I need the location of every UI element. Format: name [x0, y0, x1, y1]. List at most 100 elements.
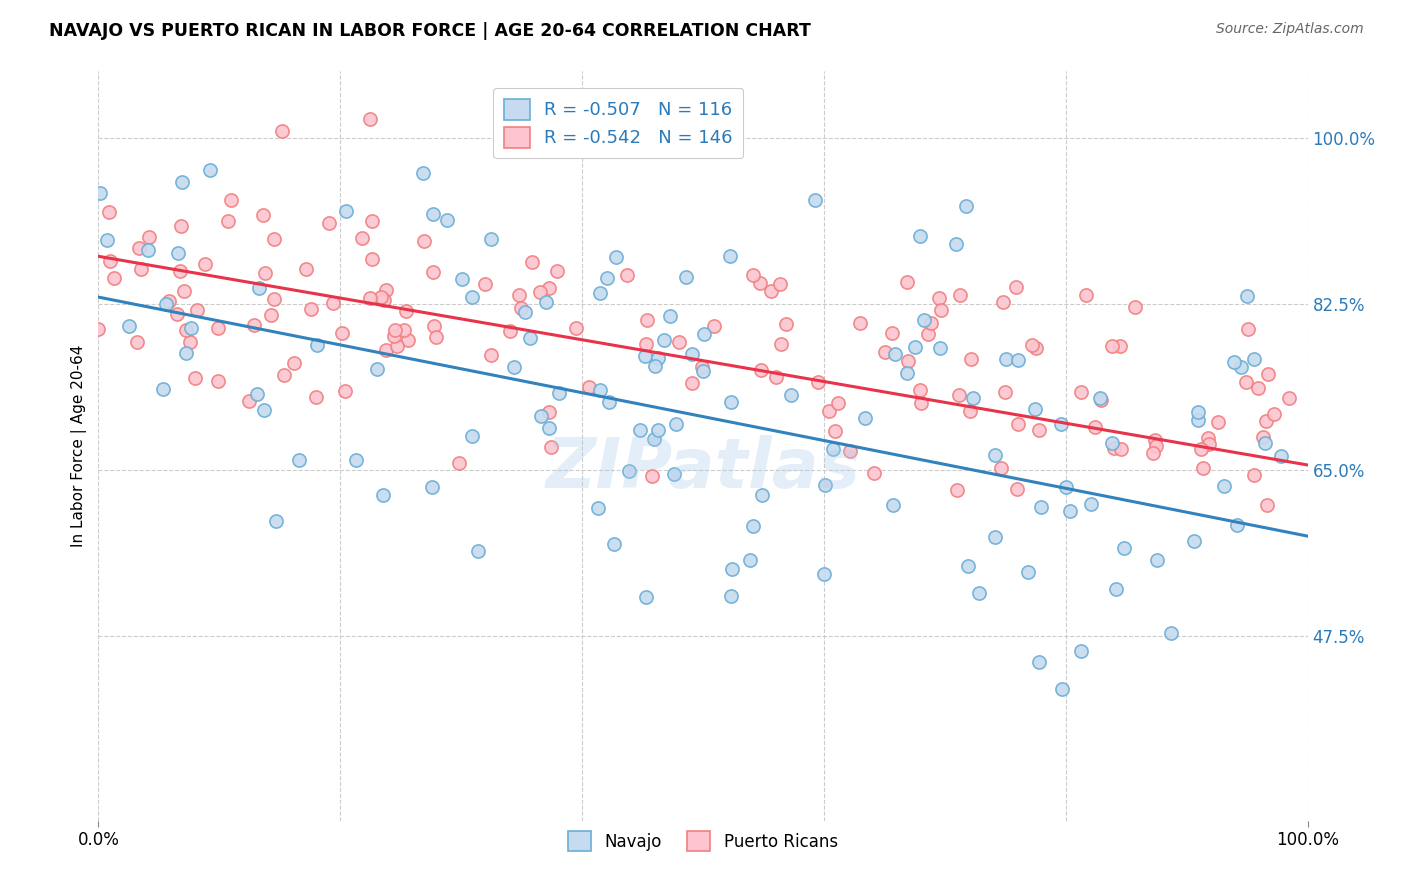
Point — [1050, 417, 1073, 431]
Point — [305, 337, 328, 351]
Point — [382, 329, 405, 343]
Point — [863, 467, 886, 481]
Point — [1142, 446, 1164, 460]
Point — [765, 370, 787, 384]
Point — [254, 266, 277, 280]
Point — [1102, 441, 1125, 455]
Point — [896, 275, 918, 289]
Point — [949, 288, 972, 302]
Point — [603, 537, 626, 551]
Point — [652, 333, 675, 347]
Point — [1070, 384, 1092, 399]
Point — [219, 193, 242, 207]
Point — [184, 371, 207, 385]
Point — [166, 307, 188, 321]
Point — [628, 423, 651, 437]
Point — [849, 317, 872, 331]
Point — [295, 261, 318, 276]
Point — [536, 295, 558, 310]
Point — [751, 362, 773, 376]
Point — [366, 362, 388, 376]
Point — [565, 320, 588, 334]
Point — [1090, 393, 1112, 408]
Point — [155, 297, 177, 311]
Point — [1007, 353, 1029, 368]
Point — [207, 321, 229, 335]
Point — [1004, 280, 1026, 294]
Point — [769, 336, 792, 351]
Point — [266, 515, 288, 529]
Point — [346, 453, 368, 467]
Point — [243, 318, 266, 333]
Point — [948, 388, 970, 402]
Point — [425, 330, 447, 344]
Point — [1236, 289, 1258, 303]
Point — [263, 292, 285, 306]
Point — [103, 271, 125, 285]
Point — [748, 276, 770, 290]
Point — [173, 285, 195, 299]
Point — [636, 312, 658, 326]
Point — [333, 384, 356, 398]
Point — [87, 322, 110, 336]
Point — [578, 380, 600, 394]
Point — [929, 342, 952, 356]
Point — [1256, 498, 1278, 512]
Point — [450, 271, 472, 285]
Point — [983, 530, 1005, 544]
Point — [957, 558, 980, 573]
Point — [910, 383, 932, 397]
Point — [751, 488, 773, 502]
Point — [589, 384, 612, 398]
Point — [180, 321, 202, 335]
Point — [643, 432, 665, 446]
Point — [804, 193, 827, 207]
Point — [548, 386, 571, 401]
Point — [647, 423, 669, 437]
Point — [720, 589, 742, 603]
Point — [738, 553, 761, 567]
Point — [605, 250, 627, 264]
Point — [641, 469, 664, 483]
Point — [955, 199, 977, 213]
Point — [855, 411, 877, 425]
Point — [920, 316, 942, 330]
Point — [422, 207, 444, 221]
Point — [917, 326, 939, 341]
Point — [89, 186, 111, 201]
Point — [479, 232, 502, 246]
Point — [395, 303, 418, 318]
Point — [125, 335, 148, 350]
Point — [1187, 413, 1209, 427]
Point — [172, 175, 194, 189]
Point — [530, 409, 553, 423]
Point — [520, 254, 543, 268]
Legend: Navajo, Puerto Ricans: Navajo, Puerto Ricans — [561, 825, 845, 857]
Point — [910, 396, 932, 410]
Point — [994, 351, 1017, 366]
Point — [174, 345, 197, 359]
Point — [186, 303, 208, 318]
Point — [1263, 407, 1285, 421]
Point — [882, 326, 904, 341]
Point — [742, 519, 765, 533]
Point — [928, 291, 950, 305]
Point — [1028, 655, 1050, 669]
Point — [474, 277, 496, 292]
Point — [537, 405, 560, 419]
Point — [658, 309, 681, 323]
Point — [990, 461, 1012, 475]
Point — [1226, 518, 1249, 533]
Point — [1007, 483, 1029, 497]
Point — [959, 404, 981, 418]
Point — [1123, 300, 1146, 314]
Point — [675, 270, 697, 285]
Point — [385, 339, 408, 353]
Point — [1191, 461, 1213, 475]
Point — [882, 498, 904, 512]
Point — [322, 296, 344, 310]
Point — [742, 268, 765, 283]
Point — [1146, 553, 1168, 567]
Point — [263, 232, 285, 246]
Point — [1198, 437, 1220, 451]
